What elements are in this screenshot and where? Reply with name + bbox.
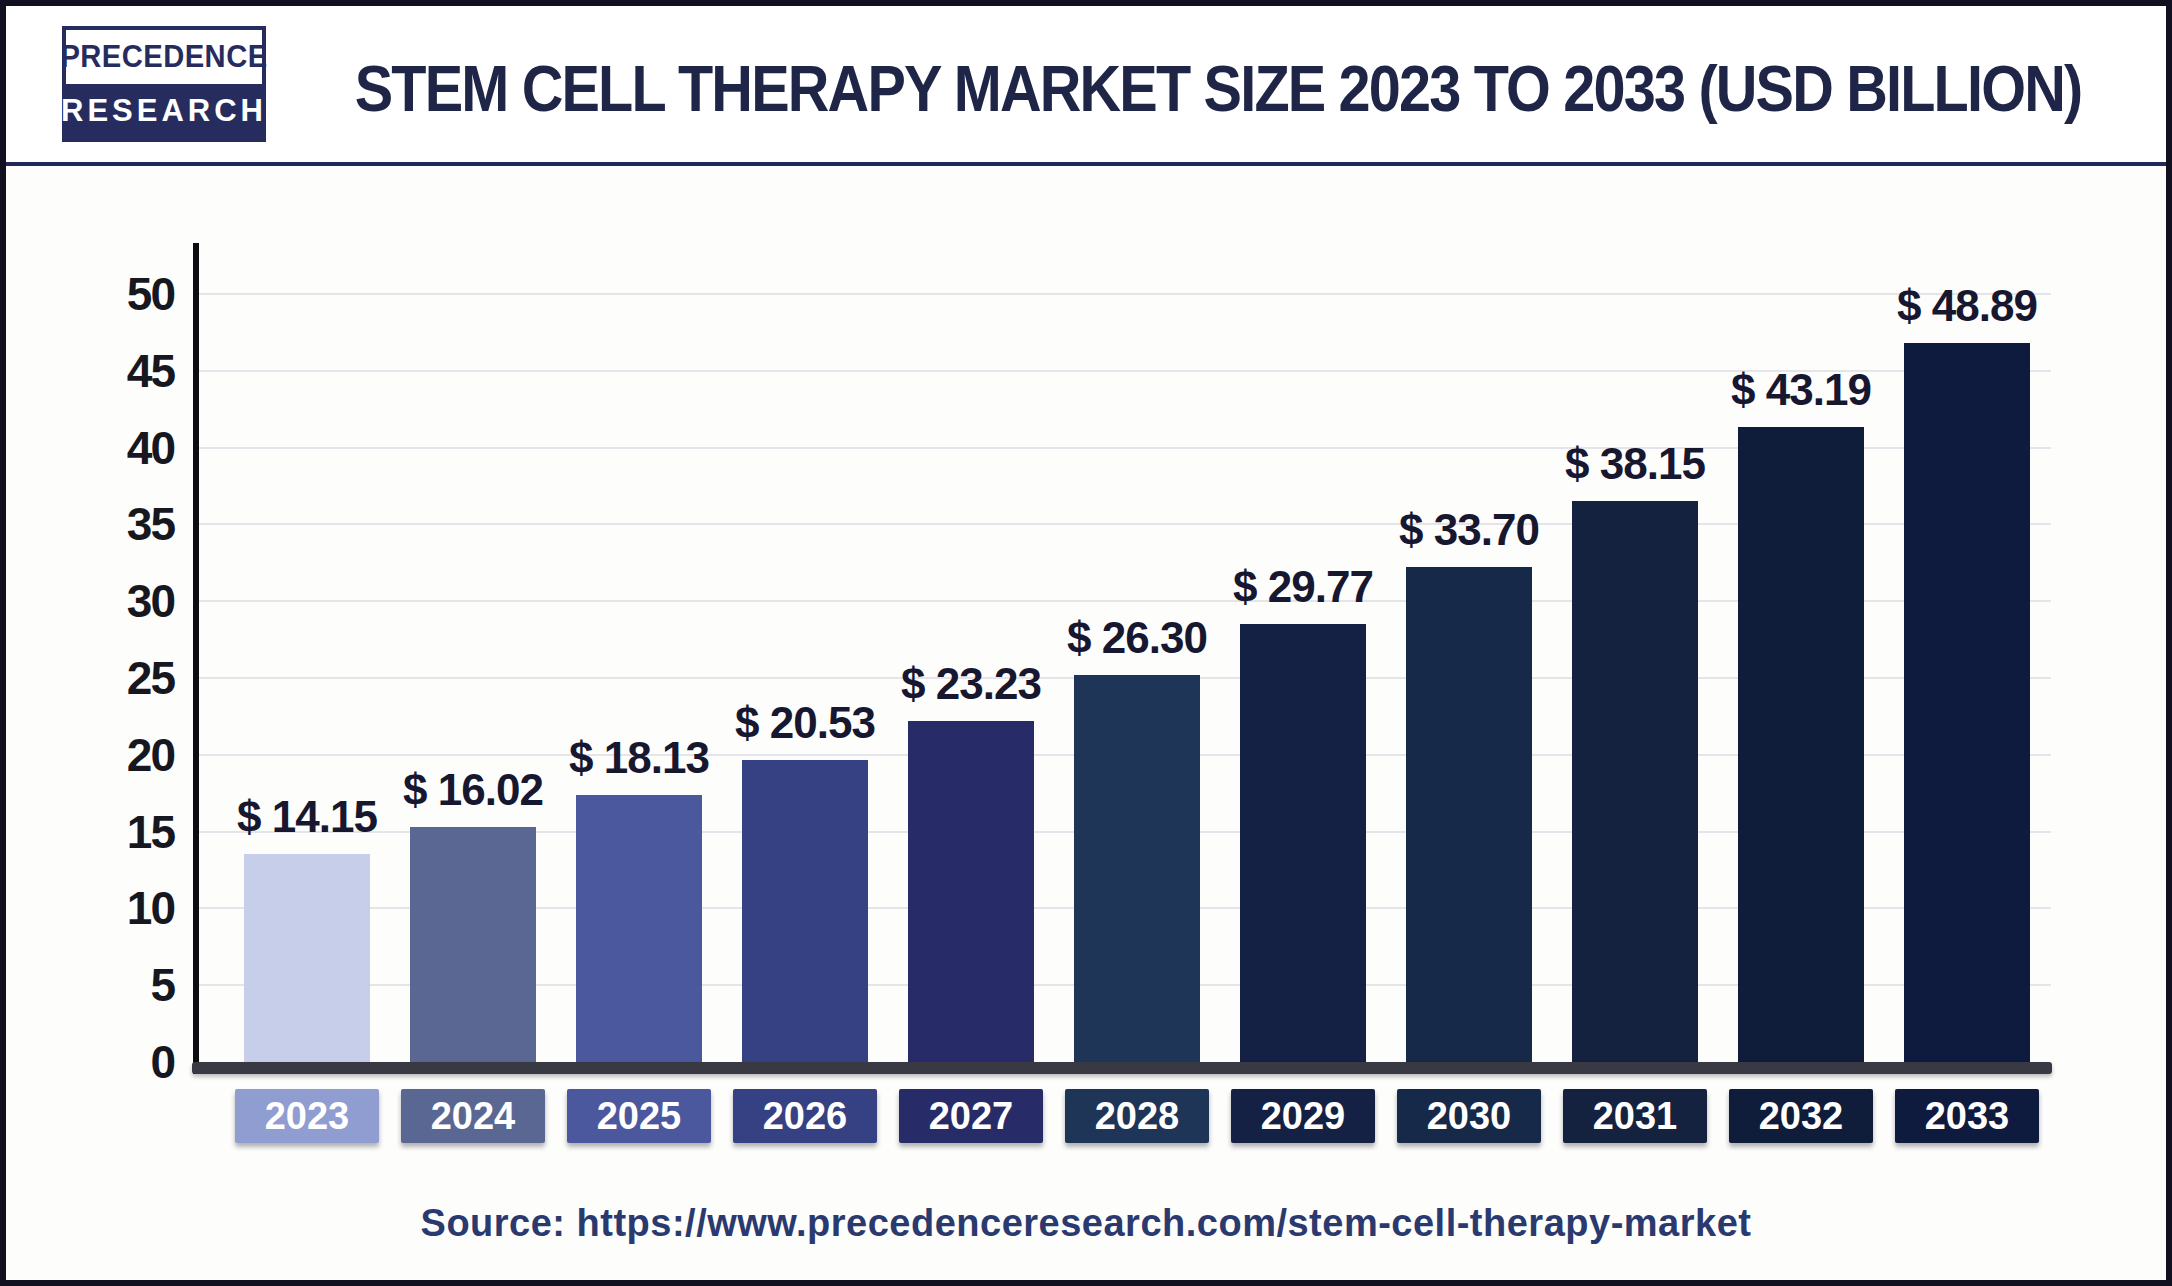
x-axis-label-2029: 2029: [1231, 1089, 1375, 1143]
bar-2025: [576, 795, 702, 1062]
source-link: Source: https://www.precedenceresearch.c…: [6, 1202, 2166, 1245]
y-axis-label-25: 25: [54, 655, 174, 701]
bar-2029: [1240, 624, 1366, 1062]
y-axis-label-35: 35: [54, 501, 174, 547]
x-axis-label-2024: 2024: [401, 1089, 545, 1143]
x-axis-label-2023: 2023: [235, 1089, 379, 1143]
logo-text-precedence: PRECEDENCE: [72, 30, 256, 84]
y-axis-label-5: 5: [54, 962, 174, 1008]
bar-2033: [1904, 343, 2030, 1062]
x-axis-label-2033: 2033: [1895, 1089, 2039, 1143]
x-axis-label-2025: 2025: [567, 1089, 711, 1143]
bar-value-label-2033: $ 48.89: [1817, 281, 2117, 331]
gridline-50: [199, 293, 2051, 295]
bar-2023: [244, 854, 370, 1062]
y-axis-label-0: 0: [54, 1039, 174, 1085]
chart-title: STEM CELL THERAPY MARKET SIZE 2023 TO 20…: [379, 44, 2057, 134]
precedence-research-logo: PRECEDENCE RESEARCH: [62, 26, 266, 142]
x-axis-label-2026: 2026: [733, 1089, 877, 1143]
y-axis-label-30: 30: [54, 578, 174, 624]
y-axis-label-20: 20: [54, 732, 174, 778]
y-axis-line: [193, 243, 199, 1074]
y-axis-label-10: 10: [54, 885, 174, 931]
logo-text-research: RESEARCH: [66, 84, 262, 138]
y-axis-label-40: 40: [54, 425, 174, 471]
x-axis-label-2027: 2027: [899, 1089, 1043, 1143]
x-axis-label-2028: 2028: [1065, 1089, 1209, 1143]
y-axis-label-45: 45: [54, 348, 174, 394]
header: PRECEDENCE RESEARCH STEM CELL THERAPY MA…: [6, 6, 2166, 162]
bar-2032: [1738, 427, 1864, 1062]
y-axis-label-15: 15: [54, 809, 174, 855]
x-axis-baseline: [192, 1062, 2052, 1074]
bar-2027: [908, 721, 1034, 1062]
bar-2030: [1406, 567, 1532, 1062]
bar-2031: [1572, 501, 1698, 1062]
bar-2028: [1074, 675, 1200, 1062]
x-axis-label-2030: 2030: [1397, 1089, 1541, 1143]
bar-2024: [410, 827, 536, 1062]
y-axis-label-50: 50: [54, 271, 174, 317]
bar-2026: [742, 760, 868, 1062]
x-axis-label-2031: 2031: [1563, 1089, 1707, 1143]
header-divider: [6, 162, 2166, 166]
x-axis-label-2032: 2032: [1729, 1089, 1873, 1143]
infographic-frame: PRECEDENCE RESEARCH STEM CELL THERAPY MA…: [0, 0, 2172, 1286]
